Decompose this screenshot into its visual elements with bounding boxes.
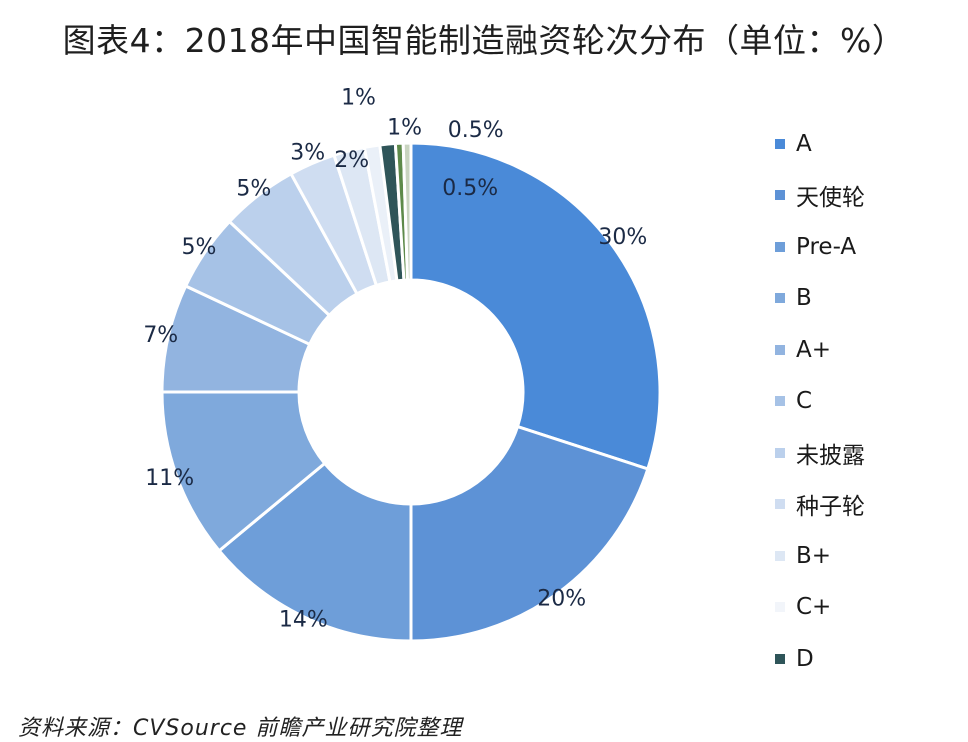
legend-swatch xyxy=(775,190,785,201)
data-label-9: 1% xyxy=(341,86,376,111)
slice-0 xyxy=(409,141,662,471)
legend-label: 未披露 xyxy=(796,442,865,469)
data-label-6: 5% xyxy=(236,176,271,201)
legend-swatch xyxy=(775,293,785,304)
legend-swatch xyxy=(775,653,785,664)
legend-item: A+ xyxy=(775,324,865,376)
legend-item: C+ xyxy=(775,582,865,634)
legend-label: C+ xyxy=(796,594,832,621)
legend-item: 未披露 xyxy=(775,427,865,479)
legend-label: A xyxy=(796,130,812,157)
data-label-8: 2% xyxy=(334,148,369,173)
legend-item: 种子轮 xyxy=(775,479,865,531)
data-label-11: 0.5% xyxy=(448,118,504,143)
data-label-5: 5% xyxy=(181,235,216,260)
data-label-1: 20% xyxy=(537,586,586,611)
data-label-4: 7% xyxy=(143,323,178,348)
legend-label: B+ xyxy=(796,542,832,569)
legend-swatch xyxy=(775,550,785,561)
legend-label: C xyxy=(796,388,813,415)
legend-item: A xyxy=(775,118,865,170)
slice-1 xyxy=(409,424,650,643)
legend-swatch xyxy=(775,602,785,613)
legend-swatch xyxy=(775,241,785,252)
legend-swatch xyxy=(775,499,785,510)
data-label-7: 3% xyxy=(290,140,325,165)
legend-label: 天使轮 xyxy=(796,185,865,212)
legend-item: 天使轮 xyxy=(775,170,865,222)
data-label-2: 14% xyxy=(279,608,328,633)
legend-swatch xyxy=(775,138,785,149)
data-label-10: 1% xyxy=(387,115,422,140)
legend-swatch xyxy=(775,344,785,355)
slice-2 xyxy=(217,461,413,643)
legend-label: A+ xyxy=(796,336,832,363)
legend-swatch xyxy=(775,396,785,407)
slice-12 xyxy=(401,141,413,282)
slice-3 xyxy=(160,390,327,553)
legend-item: D xyxy=(775,633,865,685)
data-label-12: 0.5% xyxy=(442,176,498,201)
legend-item: Pre-A xyxy=(775,221,865,273)
chart-title: 图表4：2018年中国智能制造融资轮次分布（单位：%） xyxy=(62,21,906,60)
legend-label: Pre-A xyxy=(796,233,857,260)
legend-item: B xyxy=(775,273,865,325)
data-label-3: 11% xyxy=(145,466,194,491)
legend-label: D xyxy=(796,645,814,672)
legend-label: B xyxy=(796,285,812,312)
legend: A 天使轮 Pre-A B A+ C 未披露种子轮 B+ C+ D xyxy=(775,118,865,685)
data-label-0: 30% xyxy=(598,225,647,250)
legend-swatch xyxy=(775,447,785,458)
source-note: 资料来源：CVSource 前瞻产业研究院整理 xyxy=(18,716,463,741)
legend-item: C xyxy=(775,376,865,428)
legend-label: 种子轮 xyxy=(796,494,865,521)
legend-item: B+ xyxy=(775,530,865,582)
